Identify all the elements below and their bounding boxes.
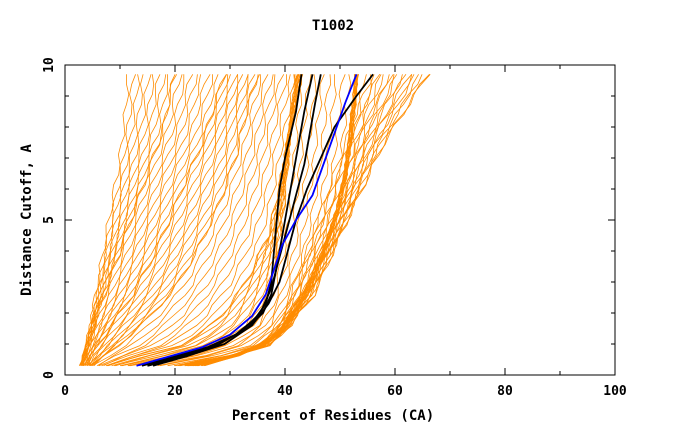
background-model-line	[83, 74, 213, 366]
background-model-line	[92, 74, 262, 367]
background-model-line	[142, 74, 312, 367]
background-model-line	[86, 74, 211, 366]
tick-layer: 0 20 40 60 80 100 0 5 10	[42, 57, 627, 399]
x-tick-label: 0	[61, 384, 69, 399]
background-model-line	[96, 74, 274, 367]
background-model-line	[157, 74, 325, 367]
background-model-line	[80, 74, 168, 366]
background-model-line	[197, 74, 423, 367]
background-model-line	[174, 74, 375, 367]
background-model-line	[108, 74, 300, 367]
background-model-line	[101, 74, 288, 367]
background-model-line	[88, 74, 227, 366]
background-model-line	[87, 74, 239, 366]
background-model-line	[188, 74, 403, 367]
background-model-line	[91, 74, 244, 366]
background-model-line	[90, 74, 259, 367]
x-tick-label: 60	[387, 384, 403, 399]
background-model-line	[192, 74, 367, 367]
background-model-line	[98, 74, 269, 367]
chart-title: T1002	[312, 18, 354, 34]
background-model-line	[79, 74, 155, 366]
background-model-line	[159, 74, 332, 367]
background-model-line	[201, 74, 419, 367]
x-axis-label: Percent of Residues (CA)	[232, 408, 434, 424]
background-model-line	[121, 74, 301, 367]
background-model-line	[78, 74, 141, 366]
background-model-line	[92, 74, 260, 366]
background-model-line	[93, 74, 256, 366]
x-tick-label: 40	[277, 384, 293, 399]
x-tick-label: 100	[603, 384, 627, 399]
x-tick-label: 20	[167, 384, 183, 399]
background-model-line	[89, 74, 239, 366]
background-model-line	[105, 74, 291, 367]
x-tick-label: 80	[497, 384, 513, 399]
y-tick-label: 5	[42, 216, 57, 224]
background-model-line	[85, 74, 194, 366]
background-model-line	[184, 74, 394, 367]
y-axis-label: Distance Cutoff, A	[19, 144, 35, 296]
background-model-line	[84, 74, 201, 366]
background-model-line	[180, 74, 381, 367]
background-model-line	[197, 74, 413, 367]
y-tick-label: 0	[42, 371, 57, 379]
background-model-line	[196, 74, 415, 367]
background-model-line	[82, 74, 198, 366]
highlight-model-line	[147, 73, 374, 367]
reference-model-line	[136, 73, 358, 367]
background-model-line	[81, 74, 183, 366]
background-model-line	[83, 74, 176, 366]
background-model-line	[89, 74, 249, 367]
series-layer	[78, 73, 431, 367]
background-model-line	[80, 74, 167, 366]
background-model-line	[98, 74, 276, 367]
background-model-line	[188, 74, 398, 367]
highlight-model-line	[141, 74, 303, 367]
background-model-line	[90, 74, 249, 366]
background-model-line	[103, 74, 285, 367]
background-model-line	[179, 74, 384, 367]
background-model-line	[85, 74, 229, 366]
y-tick-label: 10	[42, 57, 57, 73]
